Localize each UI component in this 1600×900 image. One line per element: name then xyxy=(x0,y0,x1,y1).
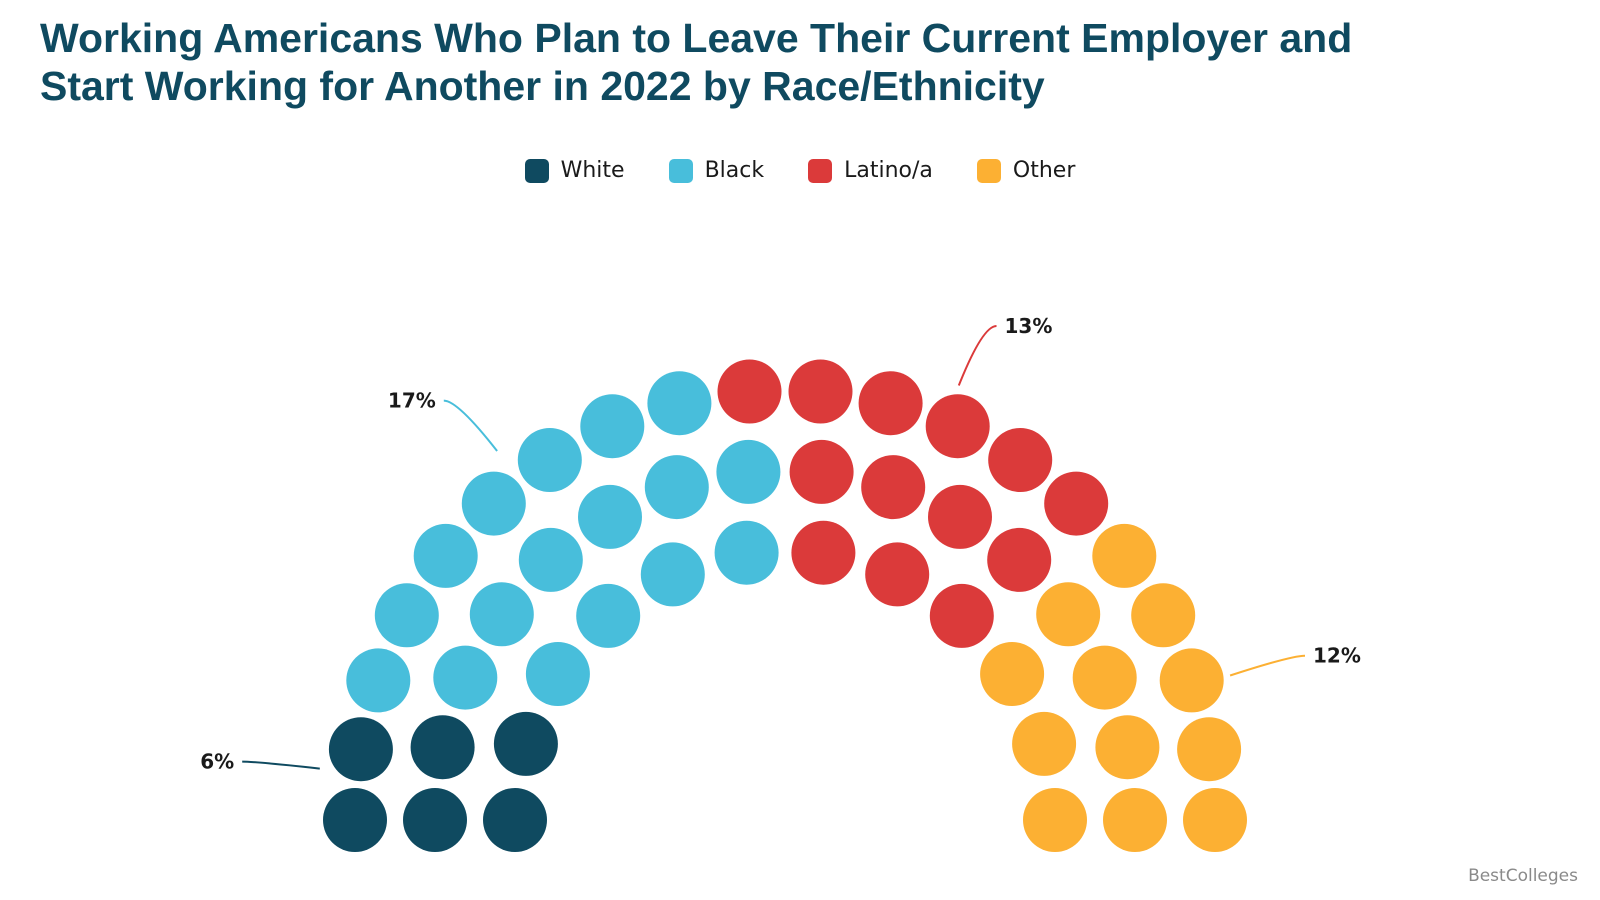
seat-dot-black[interactable] xyxy=(525,642,590,706)
seat-dot-latino-a[interactable] xyxy=(988,428,1053,492)
seat-dot-other[interactable] xyxy=(980,642,1045,706)
value-label-black: 17% xyxy=(388,389,436,413)
legend-swatch-other xyxy=(976,158,1001,183)
seat-dot-latino-a[interactable] xyxy=(858,371,923,436)
seat-dot-other[interactable] xyxy=(1072,645,1137,710)
seat-dot-latino-a[interactable] xyxy=(861,455,926,520)
seat-dot-white[interactable] xyxy=(403,788,467,852)
legend-label-white: White xyxy=(560,158,625,183)
seat-dot-black[interactable] xyxy=(716,439,781,504)
seat-dot-latino-a[interactable] xyxy=(717,359,782,424)
legend-swatch-black xyxy=(668,158,693,183)
seat-dot-black[interactable] xyxy=(578,484,642,549)
seat-dot-black[interactable] xyxy=(640,542,705,607)
seat-dots xyxy=(323,359,1247,852)
seat-dot-other[interactable] xyxy=(1012,711,1077,776)
leader-line-other xyxy=(1229,654,1306,677)
legend-swatch-white xyxy=(524,158,549,183)
legend-item-white[interactable]: White xyxy=(524,158,625,183)
chart-title-line-2: Start Working for Another in 2022 by Rac… xyxy=(40,63,1045,109)
seat-dot-black[interactable] xyxy=(433,645,498,710)
leader-line-white xyxy=(242,760,320,770)
seat-dot-black[interactable] xyxy=(644,455,709,520)
seat-dot-other[interactable] xyxy=(1095,715,1160,780)
seat-dot-black[interactable] xyxy=(346,648,411,713)
seat-dot-black[interactable] xyxy=(517,428,582,492)
legend-item-latino[interactable]: Latino/a xyxy=(808,158,933,183)
seat-dot-other[interactable] xyxy=(1183,788,1247,852)
seat-dot-white[interactable] xyxy=(328,717,393,782)
legend-swatch-latino xyxy=(808,158,833,183)
seat-dot-other[interactable] xyxy=(1036,582,1101,647)
seat-dot-latino-a[interactable] xyxy=(925,394,990,459)
leader-line-latino-a xyxy=(957,325,997,386)
seat-dot-latino-a[interactable] xyxy=(1044,471,1109,536)
legend-label-other: Other xyxy=(1012,158,1076,183)
seat-dot-other[interactable] xyxy=(1092,523,1157,588)
legend-item-black[interactable]: Black xyxy=(668,158,765,183)
seat-dot-latino-a[interactable] xyxy=(788,359,853,424)
value-label-latino: 13% xyxy=(1005,314,1053,338)
seat-dot-other[interactable] xyxy=(1023,788,1087,852)
seat-dot-black[interactable] xyxy=(714,520,779,585)
seat-dot-white[interactable] xyxy=(410,715,475,780)
seat-dot-latino-a[interactable] xyxy=(791,520,856,585)
value-label-other: 12% xyxy=(1313,644,1361,668)
seat-dot-latino-a[interactable] xyxy=(789,439,854,504)
seat-dot-black[interactable] xyxy=(469,582,534,647)
seat-dot-black[interactable] xyxy=(374,583,439,648)
seat-dot-white[interactable] xyxy=(483,788,547,852)
seat-dot-latino-a[interactable] xyxy=(987,527,1052,592)
seat-dot-latino-a[interactable] xyxy=(929,583,994,648)
leader-line-black xyxy=(443,399,498,452)
seat-dot-latino-a[interactable] xyxy=(865,542,930,607)
seat-dot-black[interactable] xyxy=(647,371,712,436)
chart-title: Working Americans Who Plan to Leave Thei… xyxy=(40,14,1540,110)
seat-dot-black[interactable] xyxy=(580,394,645,459)
seat-dot-black[interactable] xyxy=(461,471,526,536)
legend-item-other[interactable]: Other xyxy=(976,158,1076,183)
seat-dot-other[interactable] xyxy=(1177,717,1242,782)
value-label-white: 6% xyxy=(200,750,234,774)
seat-dot-other[interactable] xyxy=(1103,788,1167,852)
seat-dot-other[interactable] xyxy=(1159,648,1224,713)
seat-dot-black[interactable] xyxy=(576,583,641,648)
seat-dot-latino-a[interactable] xyxy=(928,484,992,549)
seat-dot-white[interactable] xyxy=(323,788,387,852)
source-credit: BestColleges xyxy=(1468,866,1578,886)
seat-dot-black[interactable] xyxy=(518,527,583,592)
label-leader-lines xyxy=(242,325,1306,770)
seat-dot-black[interactable] xyxy=(413,523,478,588)
seat-dot-other[interactable] xyxy=(1131,583,1196,648)
legend-label-black: Black xyxy=(704,158,765,183)
seat-dot-white[interactable] xyxy=(493,711,558,776)
chart-title-line-1: Working Americans Who Plan to Leave Thei… xyxy=(40,15,1353,61)
legend-label-latino: Latino/a xyxy=(844,158,933,183)
legend: White Black Latino/a Other xyxy=(0,158,1600,183)
